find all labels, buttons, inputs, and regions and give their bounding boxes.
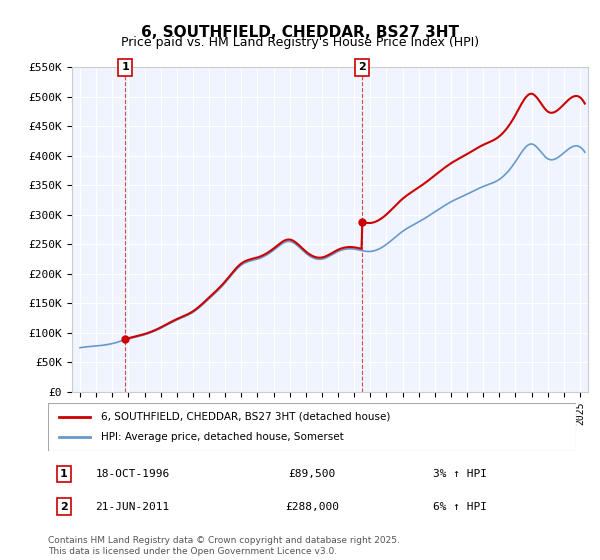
Text: 3% ↑ HPI: 3% ↑ HPI	[433, 469, 487, 479]
Text: 2: 2	[358, 62, 366, 72]
Text: 21-JUN-2011: 21-JUN-2011	[95, 502, 170, 512]
Text: 18-OCT-1996: 18-OCT-1996	[95, 469, 170, 479]
Text: HPI: Average price, detached house, Somerset: HPI: Average price, detached house, Some…	[101, 432, 344, 442]
Text: 6% ↑ HPI: 6% ↑ HPI	[433, 502, 487, 512]
FancyBboxPatch shape	[48, 403, 576, 451]
Text: 1: 1	[121, 62, 129, 72]
Text: Contains HM Land Registry data © Crown copyright and database right 2025.
This d: Contains HM Land Registry data © Crown c…	[48, 536, 400, 556]
Text: £288,000: £288,000	[285, 502, 339, 512]
Text: 2: 2	[60, 502, 68, 512]
Text: £89,500: £89,500	[289, 469, 335, 479]
Text: 1: 1	[60, 469, 68, 479]
Text: 6, SOUTHFIELD, CHEDDAR, BS27 3HT: 6, SOUTHFIELD, CHEDDAR, BS27 3HT	[141, 25, 459, 40]
Text: 6, SOUTHFIELD, CHEDDAR, BS27 3HT (detached house): 6, SOUTHFIELD, CHEDDAR, BS27 3HT (detach…	[101, 412, 390, 422]
Text: Price paid vs. HM Land Registry's House Price Index (HPI): Price paid vs. HM Land Registry's House …	[121, 36, 479, 49]
